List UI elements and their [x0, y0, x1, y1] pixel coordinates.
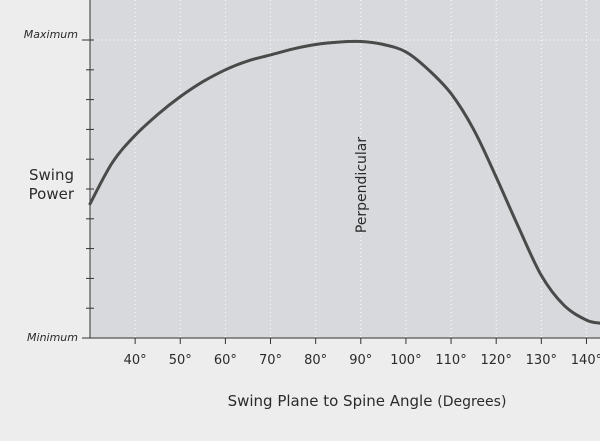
x-tick-label-60: 60°: [214, 353, 237, 368]
x-tick-label-70: 70°: [259, 353, 282, 368]
y-max-label: Maximum: [24, 28, 78, 41]
x-tick-labels: 40° 50° 60° 70° 80° 90° 100° 110° 120° 130° 140°: [124, 353, 600, 368]
x-tick-label-110: 110°: [435, 353, 466, 368]
y-min-label: Minimum: [27, 331, 78, 344]
y-axis-label-line1: Swing: [29, 166, 74, 184]
x-axis-label: Swing Plane to Spine Angle (Degrees): [228, 392, 507, 410]
x-tick-label-90: 90°: [349, 353, 372, 368]
series-line-swing-power: [88, 39, 600, 325]
x-tick-label-130: 130°: [526, 353, 557, 368]
plot-area: [90, 0, 600, 338]
x-tick-label-100: 100°: [390, 353, 421, 368]
x-tick-label-40: 40°: [124, 353, 147, 368]
x-axis-label-unit: (Degrees): [437, 394, 506, 410]
x-axis-label-main: Swing Plane to Spine Angle: [228, 392, 433, 410]
perpendicular-annotation: Perpendicular: [354, 137, 370, 234]
y-tick-marks: [82, 39, 94, 339]
y-axis-label-line2: Power: [29, 185, 75, 203]
x-tick-label-80: 80°: [304, 353, 327, 368]
x-tick-label-140: 140°: [571, 353, 600, 368]
x-tick-marks: [134, 338, 587, 344]
x-tick-label-120: 120°: [481, 353, 512, 368]
x-tick-label-50: 50°: [169, 353, 192, 368]
